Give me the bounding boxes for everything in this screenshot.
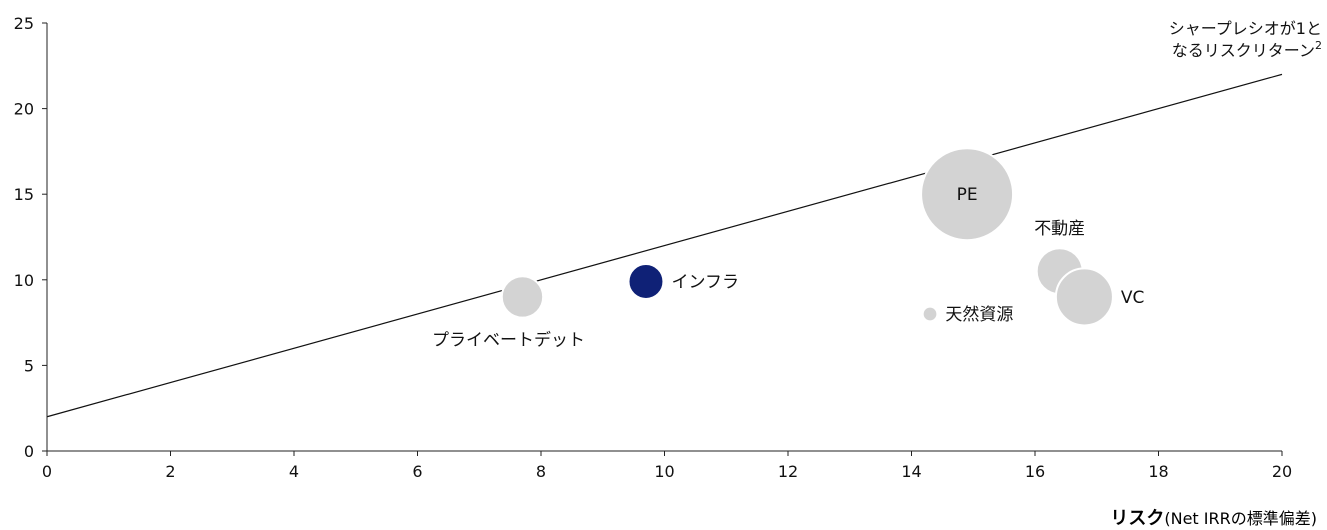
bubble: [627, 263, 665, 300]
axes-layer: 0 2 4 6 8 10 12 14 16 18 20 0 5 10 15 20 25: [14, 14, 1293, 481]
x-axis-title-rest: (Net IRRの標準偏差): [1164, 509, 1317, 528]
x-tick-label: 8: [536, 462, 546, 481]
reference-line-label: なるリスクリターン2: [1172, 39, 1322, 60]
bubble-label: 不動産: [1034, 219, 1085, 239]
reference-line-layer: [46, 73, 1283, 418]
x-tick-label: 2: [165, 462, 175, 481]
bubble: [1054, 267, 1114, 327]
bubble-label: 天然資源: [945, 305, 1013, 325]
bubble-label: PE: [957, 185, 978, 205]
bubble-label: VC: [1121, 288, 1145, 308]
x-axis-title-bold: リスク: [1110, 508, 1165, 529]
reference-line-label: シャープレシオが1と: [1169, 19, 1322, 38]
bubbles-layer: [500, 147, 1114, 327]
reference-line-superscript: 2: [1315, 39, 1322, 52]
x-tick-label: 12: [778, 462, 798, 481]
x-tick-label: 0: [42, 462, 52, 481]
sharpe-ratio-line: [46, 73, 1283, 418]
bubble-label: インフラ: [671, 273, 739, 293]
x-tick-label: 4: [289, 462, 299, 481]
x-axis-title: リスク(Net IRRの標準偏差): [1110, 504, 1317, 530]
x-tick-label: 14: [901, 462, 921, 481]
y-tick-label: 5: [24, 356, 34, 375]
x-tick-label: 16: [1025, 462, 1045, 481]
x-tick-label: 6: [412, 462, 422, 481]
bubble: [921, 305, 939, 323]
bubble-label: プライベートデット: [432, 330, 585, 351]
x-tick-label: 20: [1272, 462, 1292, 481]
y-tick-label: 10: [14, 271, 34, 290]
bubble: [920, 147, 1015, 242]
y-tick-label: 20: [14, 100, 34, 119]
y-tick-label: 25: [14, 14, 34, 33]
y-tick-label: 15: [14, 185, 34, 204]
y-tick-label: 0: [24, 442, 34, 461]
x-tick-label: 10: [654, 462, 674, 481]
x-tick-label: 18: [1148, 462, 1168, 481]
bubble: [500, 275, 545, 319]
